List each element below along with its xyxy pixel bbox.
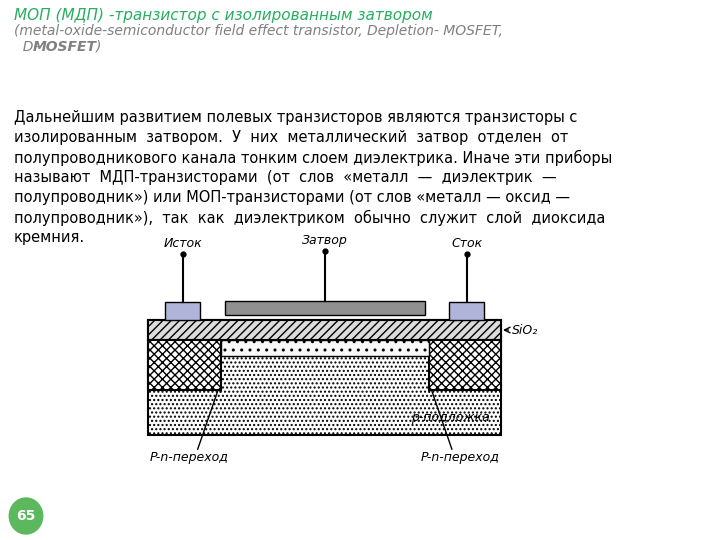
Text: р-подложка: р-подложка [410,410,490,423]
Text: называют  МДП-транзисторами  (от  слов  «металл  —  диэлектрик  —: называют МДП-транзисторами (от слов «мет… [14,170,557,185]
Text: МОП (МДП) -транзистор с изолированным затвором: МОП (МДП) -транзистор с изолированным за… [14,8,433,23]
Bar [428,340,501,390]
Bar [148,340,221,390]
Text: ): ) [96,40,101,54]
Text: P-n-переход: P-n-переход [420,451,500,464]
Text: полупроводник») или МОП-транзисторами (от слов «металл — оксид —: полупроводник») или МОП-транзисторами (о… [14,190,570,205]
Text: полупроводникового канала тонким слоем диэлектрика. Иначе эти приборы: полупроводникового канала тонким слоем д… [14,150,612,166]
Text: изолированным  затвором.  У  них  металлический  затвор  отделен  от: изолированным затвором. У них металличес… [14,130,568,145]
Text: полупроводник»),  так  как  диэлектриком  обычно  служит  слой  диоксида: полупроводник»), так как диэлектриком об… [14,210,606,226]
Text: (metal-oxide-semiconductor field effect transistor, Depletion- MOSFET,: (metal-oxide-semiconductor field effect … [14,24,503,38]
Text: Затвор: Затвор [302,234,348,247]
Bar [221,340,428,356]
Text: Исток: Исток [163,237,202,250]
Text: n+: n+ [176,359,194,372]
Bar [148,320,501,340]
Bar [165,302,200,320]
Bar [449,302,485,320]
Text: D-: D- [14,40,38,54]
Text: MOSFET: MOSFET [32,40,96,54]
Circle shape [9,498,42,534]
Bar [148,320,501,435]
Text: n+: n+ [456,359,474,372]
Text: Сток: Сток [451,237,482,250]
Bar [148,320,501,435]
Text: кремния.: кремния. [14,230,85,245]
Text: Дальнейшим развитием полевых транзисторов являются транзисторы с: Дальнейшим развитием полевых транзисторо… [14,110,577,125]
Text: SiO₂: SiO₂ [512,323,539,336]
Text: 65: 65 [17,509,36,523]
Text: P-n-переход: P-n-переход [150,451,229,464]
Bar [225,301,425,315]
Text: : n-канал(n+) :: : n-канал(n+) : [290,343,359,353]
